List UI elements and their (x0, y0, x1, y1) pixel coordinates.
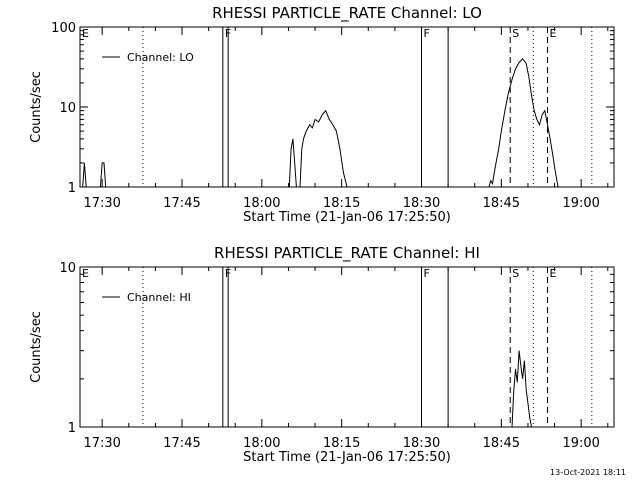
panel-2-legend-entry: Channel: HI (127, 291, 191, 304)
panel-2-x-tick-label: 18:15 (323, 436, 360, 451)
panel-1-x-tick-label: 18:30 (403, 196, 440, 211)
panel-2-x-tick-label: 17:45 (163, 436, 200, 451)
panel-1-series-line (488, 58, 559, 188)
panel-2-event-label: S (512, 267, 519, 280)
panel-2-x-axis-label: Start Time (21-Jan-06 17:25:50) (243, 450, 451, 465)
panel-1-series-line (288, 138, 297, 188)
panel-1-y-axis-label: Counts/sec (29, 71, 44, 143)
panel-2-x-tick-label: 18:30 (403, 436, 440, 451)
panel-1-x-axis-label: Start Time (21-Jan-06 17:25:50) (243, 210, 451, 225)
panel-2-y-tick-label: 10 (59, 261, 76, 276)
panel-2-series-line (511, 350, 532, 428)
panel-1-series-line (82, 162, 87, 188)
panel-2-event-label: E (82, 267, 89, 280)
panel-1-event-label: E (82, 27, 89, 40)
panel-1-title: RHESSI PARTICLE_RATE Channel: LO (212, 4, 482, 23)
panel-1-x-tick-label: 18:45 (483, 196, 520, 211)
panel-1-x-tick-label: 18:00 (243, 196, 280, 211)
footer-timestamp: 13-Oct-2021 18:11 (550, 468, 626, 477)
panel-1-x-tick-label: 17:30 (83, 196, 120, 211)
panel-1-series-line (299, 109, 348, 188)
panel-2-event-label: E (549, 267, 556, 280)
panel-2-x-tick-label: 18:00 (243, 436, 280, 451)
panel-1-y-tick-label: 1 (68, 181, 76, 196)
panel-1-x-tick-label: 19:00 (562, 196, 599, 211)
panel-2-title: RHESSI PARTICLE_RATE Channel: HI (214, 244, 480, 263)
panel-2-y-tick-label: 1 (68, 421, 76, 436)
panel-1-x-tick-label: 17:45 (163, 196, 200, 211)
panel-1-y-tick-label: 10 (59, 101, 76, 116)
panel-1-event-label: F (424, 27, 430, 40)
panel-1-series-line (99, 162, 107, 188)
panel-2-event-label: F (424, 267, 430, 280)
panel-1-legend-entry: Channel: LO (127, 51, 194, 64)
panel-1-y-tick-label: 100 (51, 21, 76, 36)
panel-2-y-axis-label: Counts/sec (29, 311, 44, 383)
panel-1-event-label: E (549, 27, 556, 40)
panel-1-x-tick-label: 18:15 (323, 196, 360, 211)
panel-2-x-tick-label: 18:45 (483, 436, 520, 451)
panel-2-x-tick-label: 19:00 (562, 436, 599, 451)
panel-2-x-tick-label: 17:30 (83, 436, 120, 451)
panel-1-event-label: S (512, 27, 519, 40)
